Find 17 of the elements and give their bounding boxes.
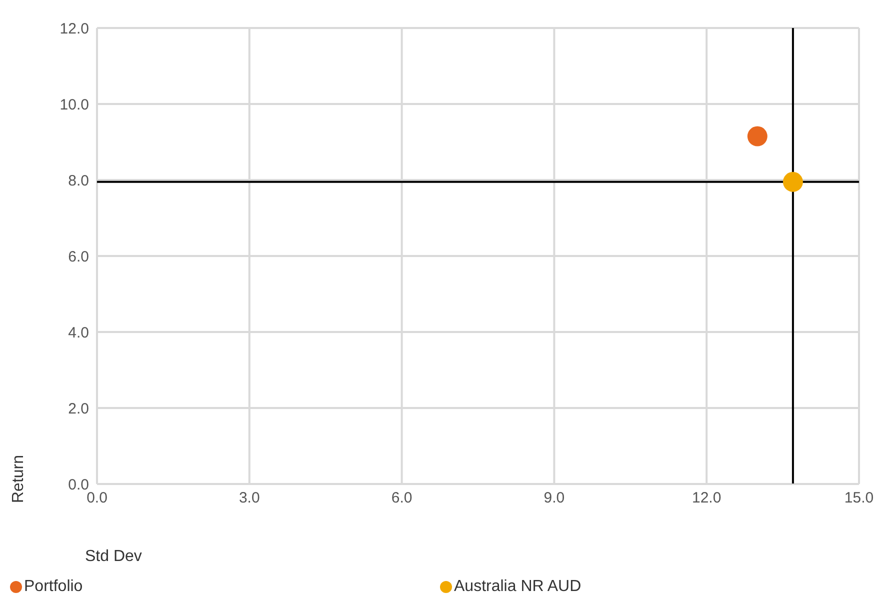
legend-label: Australia NR AUD [454, 578, 582, 596]
x-axis-title: Std Dev [85, 548, 142, 566]
y-tick-label: 6.0 [68, 248, 89, 266]
x-tick-label: 15.0 [844, 490, 874, 507]
y-tick-label: 0.0 [68, 476, 89, 494]
x-tick-label: 3.0 [238, 490, 260, 507]
y-axis-title: Return [10, 454, 28, 503]
y-tick-label: 12.0 [60, 20, 89, 38]
legend-label: Portfolio [24, 578, 83, 596]
y-tick-label: 10.0 [60, 96, 89, 114]
x-tick-label: 9.0 [544, 490, 565, 507]
y-tick-label: 4.0 [68, 324, 89, 342]
x-tick-label: 0.0 [86, 490, 108, 507]
y-tick-label: 2.0 [68, 400, 89, 418]
x-tick-label: 6.0 [391, 490, 412, 507]
y-tick-label: 8.0 [68, 172, 89, 190]
x-tick-label: 12.0 [692, 490, 722, 507]
